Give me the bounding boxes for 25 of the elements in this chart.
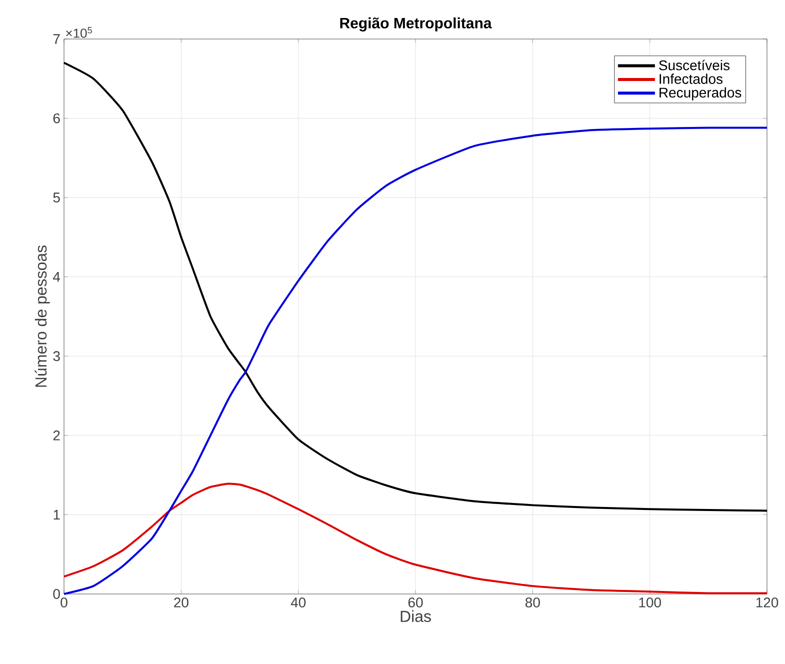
x-tick-label: 80 xyxy=(525,598,540,608)
x-tick-label: 100 xyxy=(639,598,661,608)
line-series xyxy=(63,482,768,594)
chart-title: Região Metropolitana xyxy=(340,17,492,32)
x-tick-label: 0 xyxy=(60,598,68,608)
y-tick-label: 7 xyxy=(53,34,60,44)
line-series xyxy=(63,126,768,595)
line-series xyxy=(63,62,768,512)
y-tick-label: 4 xyxy=(53,272,60,282)
legend-label: Infectados xyxy=(660,74,723,84)
y-tick-label: 6 xyxy=(53,113,60,124)
y-axis-title: Número de pessoas xyxy=(34,246,50,387)
y-tick-label: 3 xyxy=(53,351,60,362)
x-tick-label: 40 xyxy=(290,598,306,608)
legend-label: Recuperados xyxy=(660,87,742,100)
legend-label: Suscetíveis xyxy=(659,60,730,70)
x-tick-label: 20 xyxy=(174,598,188,608)
text: ×10$^{5}$ xyxy=(66,27,92,38)
y-tick-label: 2 xyxy=(53,430,60,440)
y-tick-label: 1 xyxy=(54,510,60,520)
y-tick-label: 5 xyxy=(53,192,60,202)
x-tick-label: 120 xyxy=(756,598,778,608)
x-axis-title: Dias xyxy=(400,610,431,622)
x-tick-label: 60 xyxy=(408,598,423,608)
y-tick-label: 0 xyxy=(53,589,60,599)
